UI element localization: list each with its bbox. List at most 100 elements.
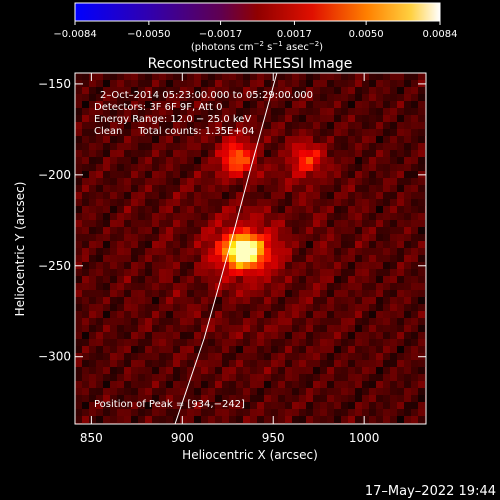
colorbar-tick-label: −0.0084	[53, 29, 96, 40]
heatmap-cell	[75, 325, 82, 332]
heatmap-cell	[166, 325, 173, 332]
heatmap-cell	[187, 199, 194, 206]
heatmap-cell	[404, 220, 411, 227]
heatmap-cell	[89, 297, 96, 304]
heatmap-cell	[383, 73, 390, 80]
heatmap-cell	[285, 339, 292, 346]
heatmap-cell	[257, 241, 264, 248]
heatmap-cell	[152, 262, 159, 269]
heatmap-cell	[390, 80, 397, 87]
heatmap-cell	[285, 87, 292, 94]
heatmap-cell	[236, 318, 243, 325]
heatmap-cell	[180, 269, 187, 276]
heatmap-cell	[110, 318, 117, 325]
heatmap-cell	[369, 185, 376, 192]
heatmap-cell	[362, 87, 369, 94]
heatmap-cell	[348, 332, 355, 339]
heatmap-cell	[369, 164, 376, 171]
heatmap-cell	[110, 367, 117, 374]
heatmap-cell	[201, 101, 208, 108]
heatmap-cell	[285, 297, 292, 304]
heatmap-cell	[103, 304, 110, 311]
heatmap-cell	[145, 262, 152, 269]
heatmap-cell	[320, 80, 327, 87]
heatmap-cell	[313, 241, 320, 248]
heatmap-cell	[229, 213, 236, 220]
heatmap-cell	[390, 332, 397, 339]
heatmap-cell	[271, 178, 278, 185]
heatmap-cell	[187, 416, 194, 423]
heatmap-cell	[75, 213, 82, 220]
heatmap-cell	[355, 339, 362, 346]
heatmap-cell	[138, 353, 145, 360]
heatmap-cell	[215, 409, 222, 416]
heatmap-cell	[355, 171, 362, 178]
heatmap-cell	[383, 360, 390, 367]
heatmap-cell	[285, 367, 292, 374]
heatmap-cell	[131, 192, 138, 199]
heatmap-cell	[376, 108, 383, 115]
heatmap-cell	[418, 192, 425, 199]
heatmap-cell	[145, 115, 152, 122]
heatmap-cell	[215, 150, 222, 157]
heatmap-cell	[96, 402, 103, 409]
heatmap-cell	[418, 409, 425, 416]
heatmap-cell	[110, 192, 117, 199]
heatmap-cell	[117, 311, 124, 318]
heatmap-cell	[257, 311, 264, 318]
x-tick-label: 900	[171, 431, 194, 445]
heatmap-cell	[257, 192, 264, 199]
heatmap-cell	[201, 304, 208, 311]
heatmap-cell	[285, 129, 292, 136]
heatmap-cell	[208, 409, 215, 416]
heatmap-cell	[348, 381, 355, 388]
heatmap-cell	[306, 101, 313, 108]
heatmap-cell	[187, 129, 194, 136]
heatmap-cell	[306, 241, 313, 248]
heatmap-cell	[292, 332, 299, 339]
heatmap-cell	[292, 213, 299, 220]
heatmap-cell	[411, 255, 418, 262]
heatmap-cell	[411, 143, 418, 150]
heatmap-cell	[96, 304, 103, 311]
heatmap-cell	[75, 367, 82, 374]
heatmap-cell	[208, 276, 215, 283]
heatmap-cell	[138, 171, 145, 178]
heatmap-cell	[82, 129, 89, 136]
heatmap-cell	[75, 150, 82, 157]
heatmap-cell	[271, 318, 278, 325]
heatmap-cell	[166, 276, 173, 283]
heatmap-cell	[320, 192, 327, 199]
heatmap-cell	[257, 185, 264, 192]
heatmap-cell	[236, 178, 243, 185]
heatmap-cell	[145, 87, 152, 94]
heatmap-cell	[159, 136, 166, 143]
heatmap-cell	[341, 213, 348, 220]
heatmap-cell	[348, 115, 355, 122]
heatmap-cell	[222, 276, 229, 283]
heatmap-cell	[173, 164, 180, 171]
heatmap-cell	[355, 304, 362, 311]
heatmap-cell	[390, 255, 397, 262]
heatmap-cell	[292, 346, 299, 353]
heatmap-cell	[243, 178, 250, 185]
heatmap-cell	[243, 150, 250, 157]
heatmap-cell	[390, 318, 397, 325]
heatmap-cell	[334, 304, 341, 311]
heatmap-cell	[411, 248, 418, 255]
heatmap-cell	[348, 388, 355, 395]
heatmap-cell	[117, 255, 124, 262]
heatmap-cell	[117, 206, 124, 213]
heatmap-cell	[152, 325, 159, 332]
heatmap-cell	[362, 115, 369, 122]
heatmap-cell	[124, 374, 131, 381]
heatmap-cell	[222, 150, 229, 157]
heatmap-cell	[180, 115, 187, 122]
heatmap-cell	[334, 220, 341, 227]
heatmap-cell	[201, 374, 208, 381]
heatmap-cell	[145, 374, 152, 381]
heatmap-cell	[131, 94, 138, 101]
heatmap-cell	[131, 157, 138, 164]
heatmap-cell	[264, 227, 271, 234]
heatmap-cell	[334, 185, 341, 192]
